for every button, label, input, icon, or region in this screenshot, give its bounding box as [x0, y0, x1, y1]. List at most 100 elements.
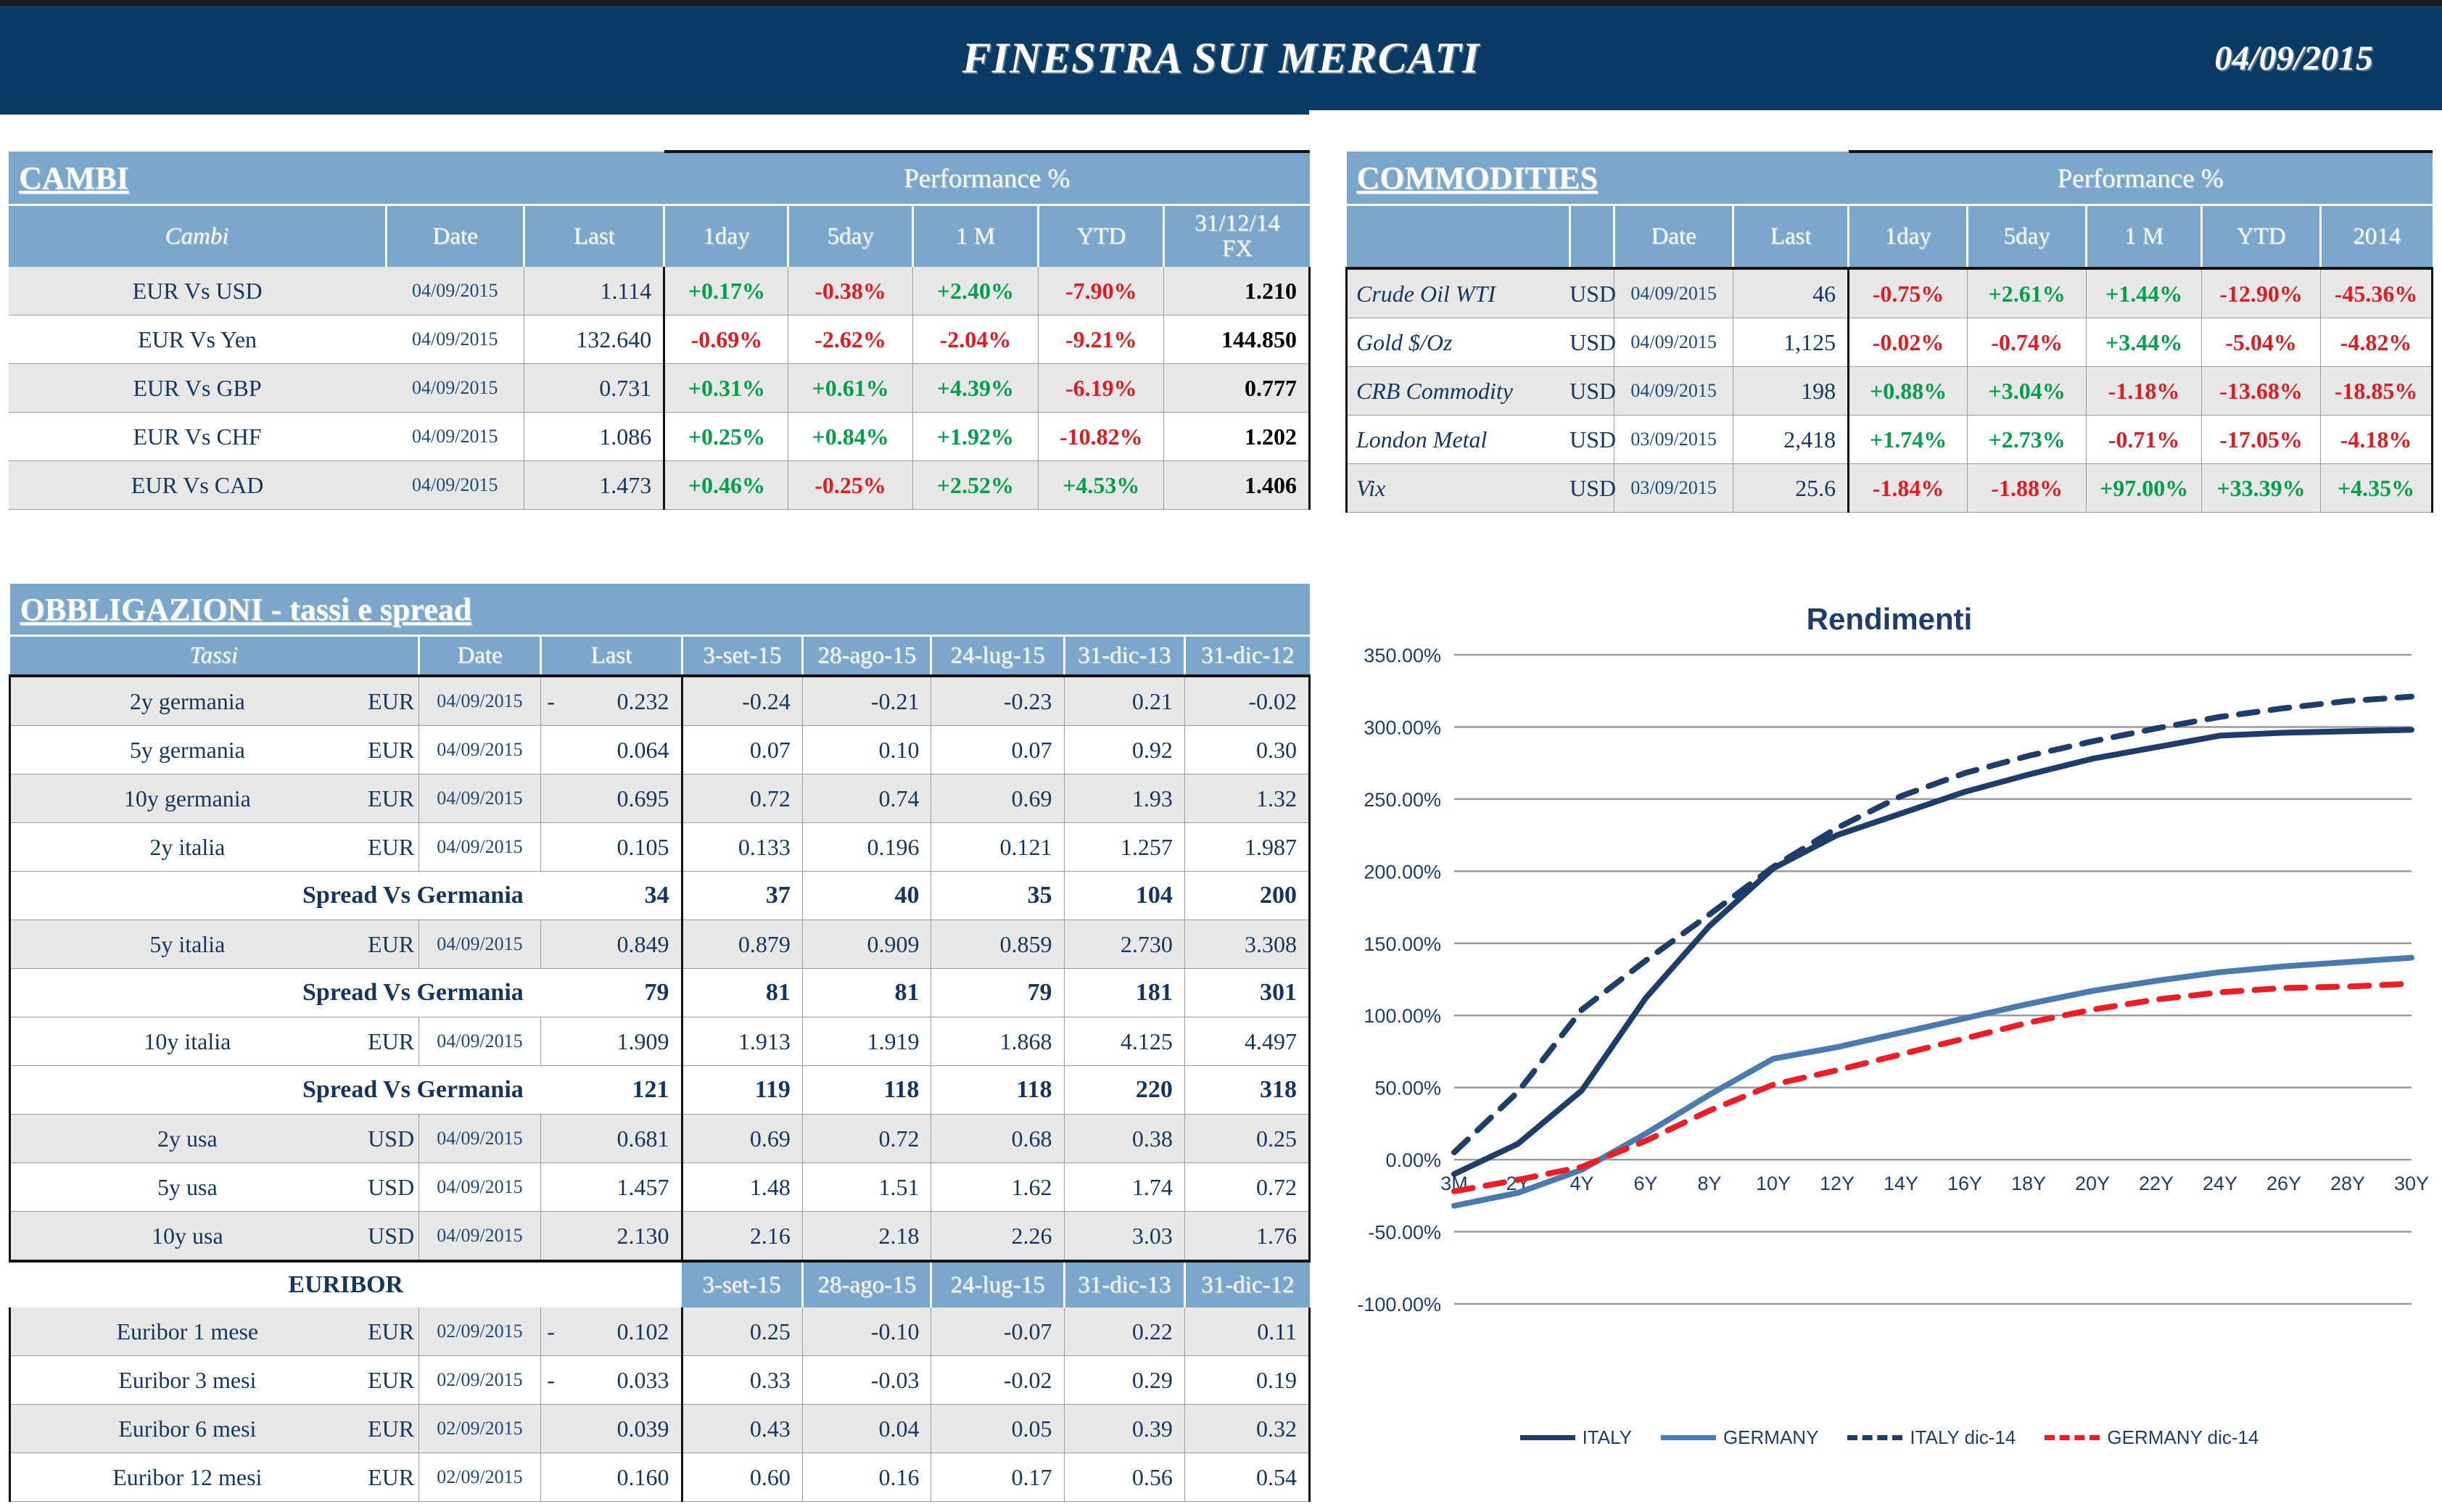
rate-row-c4: 3.03 [1064, 1211, 1185, 1262]
x-axis-tick-label: 14Y [1884, 1173, 1918, 1194]
table-row: CRB Commodity USD 04/09/2015 198 +0.88% +3.04… [1345, 366, 2433, 416]
cambi-row-5day: -2.62% [788, 315, 913, 364]
euribor-row-date: 02/09/2015 [418, 1355, 542, 1405]
rate-row-name: 10y italia [8, 1017, 364, 1066]
rate-row-last: 1.457 [581, 1162, 683, 1212]
euribor-row-date: 02/09/2015 [418, 1307, 542, 1356]
legend-label: GERMANY [1723, 1426, 1819, 1448]
rate-row-c1: 2.16 [682, 1211, 803, 1262]
rate-row-c3: 1.868 [931, 1017, 1065, 1066]
x-axis-tick-label: 26Y [2266, 1173, 2301, 1194]
rate-row-c2: 1.919 [802, 1017, 932, 1066]
cambi-row-date: 04/09/2015 [386, 460, 525, 510]
cambi-row-fx: 1.202 [1163, 412, 1311, 461]
euribor-row-c2: 0.16 [802, 1453, 932, 1502]
legend-item: ITALY dic-14 [1847, 1426, 2016, 1449]
commodity-row-ccy: USD [1569, 366, 1616, 416]
rate-row-c5: 1.76 [1184, 1211, 1311, 1262]
euribor-row-name: Euribor 3 mesi [8, 1355, 364, 1405]
commodity-row-2014: -18.85% [2320, 366, 2433, 416]
spread-c4: 220 [1064, 1065, 1185, 1115]
commodity-row-1day: -0.75% [1848, 267, 1968, 318]
euribor-row-c3: -0.07 [931, 1307, 1065, 1356]
rate-row-last: 0.695 [581, 774, 683, 823]
rate-row-c1: 0.879 [682, 920, 803, 969]
commodity-row-ytd: +33.39% [2201, 463, 2322, 513]
page-header: FINESTRA SUI MERCATI 04/09/2015 [0, 6, 2442, 110]
spread-last: 79 [540, 968, 683, 1017]
x-axis-tick-label: 28Y [2330, 1173, 2365, 1194]
rate-row-c2: 0.72 [802, 1114, 932, 1163]
commodity-row-date: 03/09/2015 [1614, 463, 1734, 513]
table-row: 5y germania EUR 04/09/2015 0.064 0.07 0.10 0.0… [8, 725, 1311, 774]
rate-row-c3: 0.68 [931, 1114, 1065, 1163]
table-row: 5y usa USD 04/09/2015 1.457 1.48 1.51 1.62 1.74… [8, 1162, 1311, 1212]
table-row: 2y usa USD 04/09/2015 0.681 0.69 0.72 0.68 0.38… [8, 1114, 1311, 1163]
y-axis-tick-label: 150.00% [1364, 933, 1441, 955]
commodity-row-ytd: -12.90% [2201, 267, 2322, 318]
commodity-row-5day: +3.04% [1967, 366, 2087, 416]
cambi-col-date: Date [386, 205, 526, 267]
x-axis-tick-label: 30Y [2394, 1173, 2429, 1194]
euribor-row-last: 0.102 [581, 1307, 683, 1356]
euribor-row-c1: 0.25 [682, 1307, 803, 1356]
spread-last: 121 [540, 1065, 683, 1115]
cambi-col-cambi: Cambi [9, 205, 387, 267]
commodity-row-name: Vix [1345, 463, 1570, 513]
rate-row-last: 0.105 [581, 822, 683, 872]
commodity-row-2014: +4.35% [2320, 463, 2433, 513]
rate-row-c3: 0.07 [931, 725, 1065, 774]
table-row: EUR Vs CHF 04/09/2015 1.086 +0.25% +0.84% +1.… [9, 412, 1311, 461]
rate-row-name: 5y germania [8, 725, 364, 774]
y-axis-tick-label: 350.00% [1364, 645, 1441, 666]
commodity-row-2014: -45.36% [2320, 267, 2433, 318]
euribor-row-c5: 0.54 [1184, 1453, 1311, 1502]
commodity-row-name: Crude Oil WTI [1345, 267, 1570, 318]
chart-title: Rendimenti [1806, 602, 1973, 636]
commodity-row-1m: +3.44% [2086, 318, 2203, 367]
commodity-row-1m: -0.71% [2086, 415, 2203, 464]
commodities-header-row: Date Last 1day 5day 1 M YTD 2014 [1346, 205, 2433, 268]
euribor-row-name: Euribor 1 mese [8, 1307, 364, 1356]
commodity-row-last: 25.6 [1733, 463, 1850, 513]
euribor-row-c4: 0.22 [1064, 1307, 1185, 1356]
euribor-row-last: 0.039 [581, 1404, 683, 1453]
rate-row-c1: -0.24 [682, 674, 803, 726]
x-axis-tick-label: 12Y [1820, 1173, 1855, 1194]
cambi-col-fx: 31/12/14 FX [1163, 205, 1310, 267]
rate-row-c2: 0.74 [802, 774, 932, 823]
y-axis-tick-label: -50.00% [1368, 1222, 1441, 1244]
rate-row-c5: 0.72 [1184, 1162, 1311, 1212]
rate-row-c4: 0.38 [1064, 1114, 1185, 1163]
rate-row-name: 2y germania [8, 674, 364, 726]
spread-last: 34 [540, 871, 683, 920]
page-title: FINESTRA SUI MERCATI [962, 33, 1480, 82]
cambi-row-date: 04/09/2015 [386, 412, 525, 461]
commodity-row-5day: +2.61% [1967, 267, 2087, 318]
obbligazioni-col-c5: 31-dic-12 [1184, 635, 1310, 676]
table-row: Euribor 6 mesi EUR 02/09/2015 0.039 0.43 0.04… [8, 1404, 1311, 1453]
rate-row-c1: 1.913 [682, 1017, 803, 1066]
cambi-row-last: 1.473 [524, 460, 666, 510]
rate-row-c5: 3.308 [1184, 920, 1311, 969]
obbligazioni-col-c2: 28-ago-15 [802, 635, 933, 676]
spread-c5: 318 [1184, 1065, 1311, 1115]
euribor-row-last: 0.033 [581, 1355, 683, 1405]
rate-row-date: 04/09/2015 [418, 1114, 542, 1163]
rate-row-sign [540, 920, 582, 969]
rate-row-name: 2y usa [8, 1114, 364, 1163]
euribor-row-name: Euribor 12 mesi [8, 1453, 364, 1502]
commodity-row-date: 04/09/2015 [1614, 366, 1734, 416]
rate-row-c2: 0.196 [802, 822, 932, 872]
commodities-col-1day: 1day [1848, 205, 1969, 268]
rate-row-last: 2.130 [581, 1211, 683, 1262]
table-row: Gold $/Oz USD 04/09/2015 1,125 -0.02% -0.74% +… [1345, 318, 2433, 367]
rate-row-ccy: USD [363, 1114, 419, 1163]
table-row: EUR Vs GBP 04/09/2015 0.731 +0.31% +0.61% +4.… [9, 363, 1311, 413]
commodities-col-last: Last [1733, 205, 1850, 268]
cambi-row-date: 04/09/2015 [386, 267, 525, 315]
obbligazioni-col-date: Date [418, 635, 543, 676]
commodity-row-5day: -0.74% [1967, 318, 2087, 367]
cambi-row-fx: 1.406 [1163, 460, 1311, 510]
rate-row-c4: 1.257 [1064, 822, 1185, 872]
